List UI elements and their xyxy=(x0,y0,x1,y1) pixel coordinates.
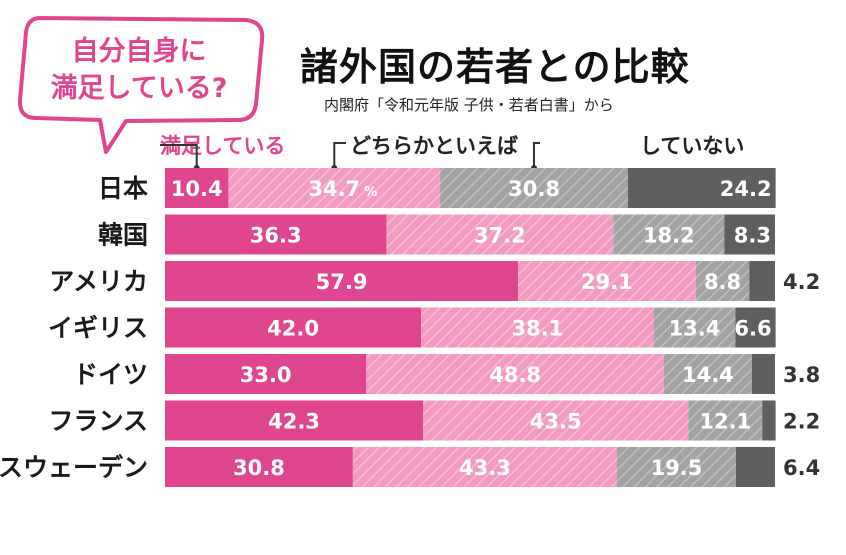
data-label: 36.3 xyxy=(250,224,302,248)
bar-segment-not-satisfied xyxy=(724,214,775,255)
data-label: 37.2 xyxy=(474,224,526,248)
data-label: 33.0 xyxy=(240,363,292,387)
data-label: 4.2 xyxy=(783,270,820,294)
data-label: 14.4 xyxy=(682,363,734,387)
data-label: 43.5 xyxy=(530,410,582,434)
bar-segment-satisfied xyxy=(165,168,229,208)
bubble-line-2: 満足している? xyxy=(50,73,228,104)
speech-bubble xyxy=(17,16,265,154)
data-label: 2.2 xyxy=(783,410,820,434)
bar-segment-somewhat-satisfied xyxy=(423,400,689,441)
data-label: 30.8 xyxy=(233,456,285,480)
data-label: 57.9 xyxy=(316,270,368,294)
data-label: 29.1 xyxy=(581,270,633,294)
data-label: 42.0 xyxy=(267,317,319,341)
bar-segment-somewhat-satisfied xyxy=(228,168,441,208)
data-label: 13.4 xyxy=(669,317,721,341)
data-label: 42.3 xyxy=(268,410,320,434)
bar-segment-somewhat-not xyxy=(613,214,725,255)
data-label: 38.1 xyxy=(511,317,563,341)
bar-segment-not-satisfied xyxy=(735,447,775,487)
data-label: 30.8 xyxy=(508,177,560,201)
data-label: 6.4 xyxy=(783,456,820,480)
data-label: 10.4 xyxy=(171,177,223,201)
data-label: 24.2 xyxy=(720,177,772,201)
data-label: 8.3 xyxy=(734,224,771,248)
bar-segment-not-satisfied xyxy=(762,400,776,441)
data-label: 8.8 xyxy=(704,270,741,294)
bar-segment-not-satisfied xyxy=(751,354,775,394)
data-label: 48.8 xyxy=(489,363,541,387)
category-label: 韓国 xyxy=(98,221,148,250)
bar-segment-satisfied xyxy=(165,307,422,348)
category-label: フランス xyxy=(48,407,148,436)
bar-segment-somewhat-satisfied xyxy=(352,447,618,487)
category-label: ドイツ xyxy=(73,360,148,389)
bar-segment-not-satisfied xyxy=(749,261,775,301)
bar-segment-satisfied xyxy=(165,261,519,301)
bar-segment-somewhat-not xyxy=(695,261,750,301)
bar-segment-somewhat-satisfied xyxy=(386,214,614,255)
bar-segment-satisfied xyxy=(165,447,353,487)
category-label: スウェーデン xyxy=(0,453,148,482)
unit-label: % xyxy=(364,185,377,200)
data-label: 19.5 xyxy=(651,456,703,480)
bar-segment-somewhat-not xyxy=(663,354,752,394)
leader-line xyxy=(533,142,540,168)
bubble-line-1: 自分自身に xyxy=(71,36,207,67)
bar-segment-somewhat-not xyxy=(440,168,628,208)
bar-segment-not-satisfied xyxy=(735,307,776,348)
bar-segment-somewhat-not xyxy=(617,447,736,487)
leader-line xyxy=(333,142,346,168)
data-label: 43.3 xyxy=(459,456,511,480)
legend-leader-lines xyxy=(160,142,540,171)
bar-segment-somewhat-not xyxy=(688,400,763,441)
leader-line xyxy=(160,144,198,168)
bar-segment-somewhat-not xyxy=(653,307,736,348)
chart-title: 諸外国の若者との比較 xyxy=(300,45,690,89)
bar-segment-satisfied xyxy=(165,400,424,441)
data-label: 6.6 xyxy=(734,317,771,341)
data-label: 18.2 xyxy=(643,224,695,248)
category-label: イギリス xyxy=(48,314,148,343)
data-label: 34.7 xyxy=(308,177,360,201)
chart-subtitle: 内閣府「令和元年版 子供・若者白書」から xyxy=(324,96,614,114)
category-label: アメリカ xyxy=(49,267,148,296)
data-label: 12.1 xyxy=(699,410,751,434)
bar-segment-satisfied xyxy=(165,214,387,255)
bar-segment-somewhat-satisfied xyxy=(421,307,654,348)
data-label: 3.8 xyxy=(783,363,820,387)
bar-segment-not-satisfied xyxy=(627,168,776,208)
category-label: 日本 xyxy=(98,174,148,203)
legend-not: していない xyxy=(640,134,745,158)
bar-segment-somewhat-satisfied xyxy=(366,354,664,394)
legend-somewhat: どちらかといえば xyxy=(350,134,518,158)
bar-segment-satisfied xyxy=(165,354,367,394)
bar-segment-somewhat-satisfied xyxy=(518,261,696,301)
